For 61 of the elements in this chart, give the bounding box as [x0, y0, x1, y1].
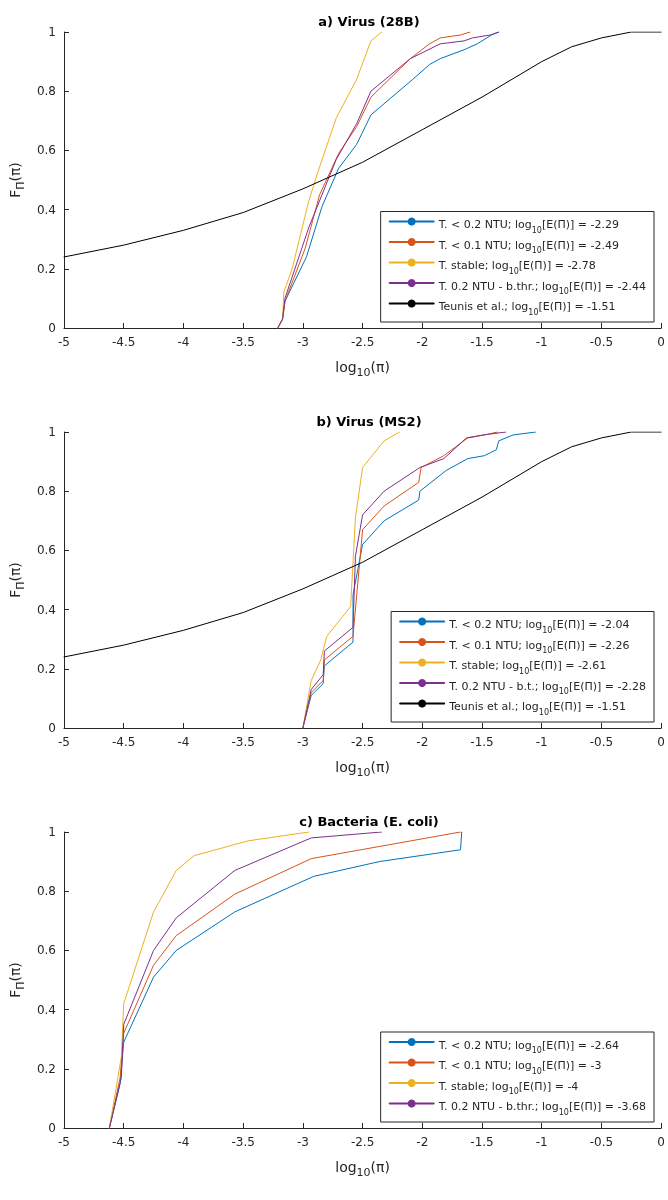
y-tick-label: 0.4 — [36, 202, 56, 217]
x-tick-label: -3.5 — [231, 335, 255, 349]
x-tick-label: -3.5 — [231, 1135, 255, 1149]
y-tick-label: 0 — [48, 721, 56, 735]
x-tick-label: -3 — [296, 735, 309, 749]
x-tick-label: -1 — [535, 335, 548, 349]
x-tick-label: -5 — [58, 1135, 70, 1149]
y-tick-label: 0.4 — [36, 602, 56, 617]
x-tick-label: -1 — [535, 1135, 548, 1149]
x-tick-label: -0.5 — [589, 335, 614, 349]
y-tick-label: 0.8 — [36, 884, 56, 899]
x-tick-label: -2 — [416, 1135, 429, 1149]
x-tick-label: -2 — [416, 335, 429, 349]
x-tick-label: -2.5 — [350, 1135, 375, 1149]
y-tick-label: 0.8 — [36, 84, 56, 99]
y-tick-label: 1 — [48, 825, 56, 839]
y-tick-label: 0.4 — [36, 1002, 56, 1017]
y-axis-title: FΠ(π) — [7, 562, 27, 598]
line-series — [302, 431, 401, 729]
x-tick-label: 0 — [657, 735, 665, 749]
x-tick-label: -3 — [296, 1135, 309, 1149]
x-tick-label: -1.5 — [470, 735, 494, 749]
x-tick-label: -2.5 — [350, 735, 375, 749]
y-axis-title: FΠ(π) — [7, 162, 27, 198]
x-tick-label: -3 — [296, 335, 309, 349]
x-tick-label: -4.5 — [111, 335, 136, 349]
x-tick-label: -0.5 — [589, 735, 614, 749]
x-tick-label: -2.5 — [350, 335, 375, 349]
y-tick-label: 0.6 — [36, 143, 56, 158]
line-series — [108, 831, 383, 1129]
y-tick-label: 1 — [48, 425, 56, 439]
x-tick-label: -4 — [177, 335, 190, 349]
y-axis-title: FΠ(π) — [7, 962, 27, 998]
line-series — [63, 31, 662, 258]
x-tick-label: -5 — [58, 335, 70, 349]
y-tick-label: 0.2 — [36, 1061, 56, 1076]
y-tick-label: 1 — [48, 25, 56, 39]
y-tick-label: 0.6 — [36, 943, 56, 958]
y-tick-label: 0.6 — [36, 543, 56, 558]
x-tick-label: -4 — [177, 1135, 190, 1149]
x-tick-label: -5 — [58, 735, 70, 749]
y-tick-label: 0 — [48, 1121, 56, 1135]
chart-title: a) Virus (28B) — [318, 14, 420, 29]
y-tick-label: 0.8 — [36, 484, 56, 499]
chart-title: b) Virus (MS2) — [316, 414, 422, 429]
x-tick-label: 0 — [657, 335, 665, 349]
x-tick-label: -1 — [535, 735, 548, 749]
x-tick-label: -3.5 — [231, 735, 255, 749]
x-tick-label: -4.5 — [111, 735, 136, 749]
y-tick-label: 0.2 — [36, 661, 56, 676]
chart-title: c) Bacteria (E. coli) — [299, 814, 439, 829]
x-tick-label: -1.5 — [470, 335, 494, 349]
x-tick-label: -1.5 — [470, 1135, 494, 1149]
x-tick-label: 0 — [657, 1135, 665, 1149]
y-tick-label: 0 — [48, 321, 56, 335]
x-tick-label: -4.5 — [111, 1135, 136, 1149]
x-tick-label: -2 — [416, 735, 429, 749]
x-tick-label: -4 — [177, 735, 190, 749]
line-series — [63, 431, 662, 658]
y-tick-label: 0.2 — [36, 261, 56, 276]
x-tick-label: -0.5 — [589, 1135, 614, 1149]
